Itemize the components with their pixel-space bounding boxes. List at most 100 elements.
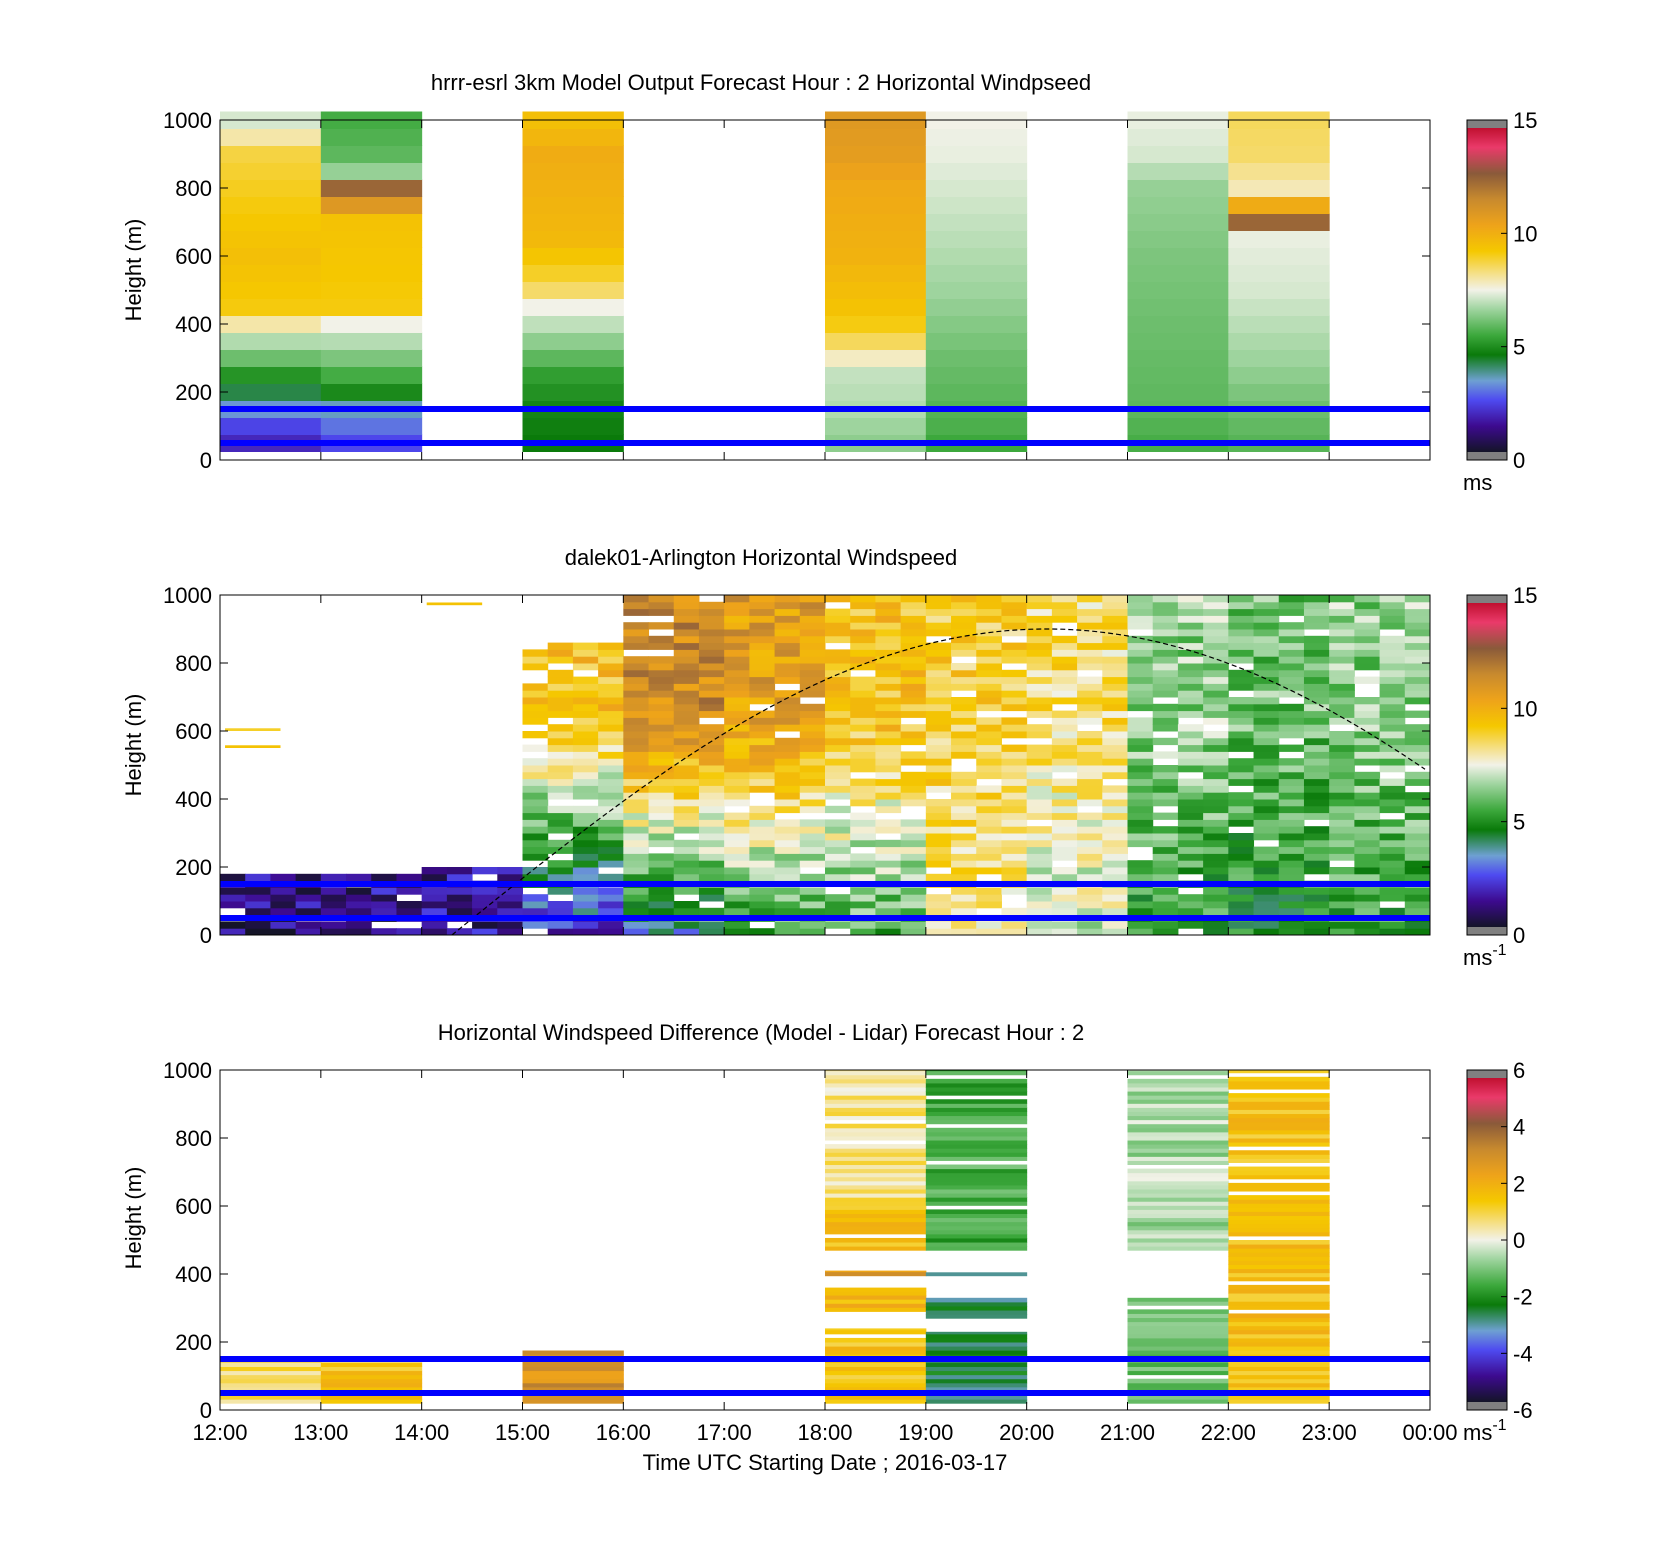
lidar-cell [572,710,599,718]
lidar-cell [1303,894,1330,902]
lidar-cell [547,771,574,780]
lidar-cell [522,744,549,752]
lidar-cell [1051,676,1078,684]
lidar-cell [825,731,851,739]
difference-cell [1127,1342,1229,1347]
lidar-cell [951,608,977,616]
difference-cell [825,1103,927,1108]
lidar-cell [1203,921,1229,929]
lidar-cell [1177,703,1204,712]
lidar-cell [522,921,549,929]
difference-cell [1228,1227,1330,1233]
lidar-cell [850,887,876,895]
lidar-cell [1278,676,1305,684]
lidar-cell [1329,656,1355,664]
lidar-cell [220,887,246,895]
difference-cell [925,1115,1028,1121]
lidar-cell [951,805,977,814]
lidar-cell [1379,778,1406,786]
lidar-cell [648,921,675,929]
lidar-cell [270,873,297,882]
model-cell [1127,315,1229,333]
difference-cell [925,1180,1028,1186]
lidar-cell [1152,629,1179,637]
lidar-cell [1329,683,1355,691]
lidar-cell [1203,676,1229,684]
lidar-cell [724,663,750,671]
lidar-cell [698,887,725,895]
lidar-cell [572,785,599,793]
lidar-cell [1177,901,1204,909]
lidar-cell [673,860,700,868]
lidar-cell [598,846,624,854]
difference-cell [1228,1276,1330,1282]
difference-cell [1127,1386,1229,1392]
lidar-cell [1127,812,1154,820]
lidar-cell [1303,669,1330,678]
lidar-cell [1102,703,1128,712]
model-cell [1127,383,1229,401]
lidar-cell [1051,833,1078,841]
lidar-cell [825,649,851,657]
model-cell [1228,349,1330,367]
lidar-cell [1228,894,1255,902]
lidar-cell [698,703,725,712]
lidar-cell [749,873,776,882]
lidar-cell [875,785,902,793]
lidar-cell [1127,608,1154,616]
lidar-cell [1228,758,1255,766]
lidar-cell [648,717,675,725]
lidar-cell [673,765,700,773]
difference-cell [1127,1395,1229,1400]
lidar-cell [673,928,700,936]
lidar-cell [774,819,801,827]
lidar-cell [825,907,851,916]
lidar-cell [951,737,977,746]
lidar-cell [598,663,624,671]
difference-cell [1127,1087,1229,1092]
lidar-cell [623,608,650,616]
lidar-cell [1152,901,1179,909]
lidar-cell [1203,771,1229,780]
lidar-cell [1102,608,1128,616]
lidar-cell [648,928,675,936]
lidar-cell [598,826,624,834]
lidar-cell [1001,601,1028,610]
difference-cell [1228,1186,1330,1192]
difference-cell [825,1144,927,1149]
lidar-cell [623,697,650,705]
lidar-cell [1404,710,1431,718]
lidar-cell [900,656,927,664]
lidar-cell [1203,622,1229,630]
lidar-cell [724,731,750,739]
panel-difference-ylabel: Height (m) [121,1167,146,1270]
lidar-cell [976,649,1002,657]
lidar-cell [1177,778,1204,786]
difference-cell [825,1346,927,1351]
lidar-cell [976,751,1002,759]
difference-cell [1228,1297,1330,1302]
lidar-cell [724,629,750,637]
difference-cell [522,1386,624,1392]
lidar-cell [648,724,675,732]
lidar-cell [1228,622,1255,630]
difference-cell [1228,1362,1330,1367]
lidar-cell [1077,860,1103,868]
lidar-cell [245,873,271,882]
lidar-cell [925,846,952,854]
model-cell [320,128,423,146]
lidar-cell [875,676,902,684]
lidar-cell [446,873,473,882]
lidar-cell [825,615,851,623]
lidar-cell [220,901,246,909]
lidar-cell [346,873,372,882]
lidar-cell [875,805,902,814]
lidar-cell [1077,710,1103,718]
lidar-cell [749,629,776,637]
lidar-cell [1253,928,1280,936]
lidar-cell [1051,765,1078,773]
lidar-cell [1026,601,1053,610]
lidar-cell [421,867,448,875]
lidar-cell [421,928,448,936]
lidar-cell [724,860,750,868]
